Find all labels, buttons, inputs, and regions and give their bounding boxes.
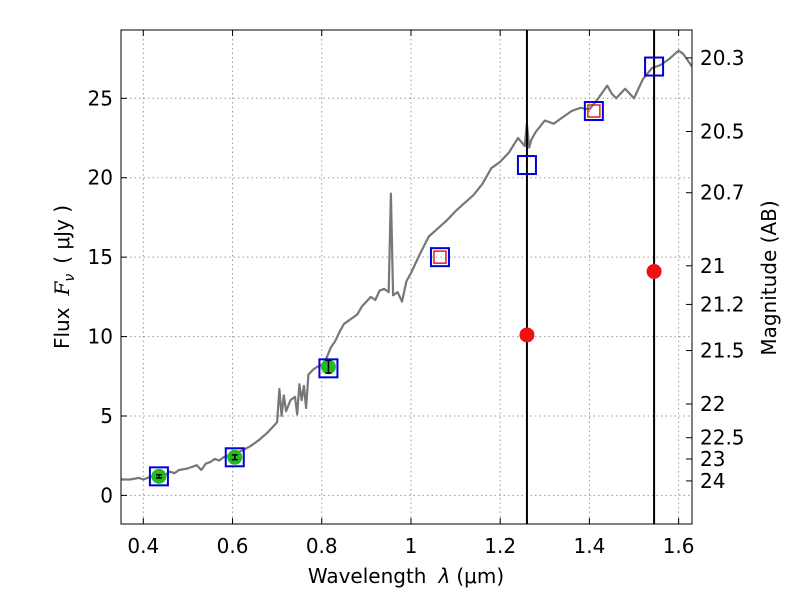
plot-frame <box>120 29 693 525</box>
model-band-flux-point <box>318 358 339 379</box>
magnitude-tick-label: 21.2 <box>700 292 745 316</box>
x-tick-label: 1.4 <box>573 534 605 558</box>
model-band-flux-point <box>148 466 169 487</box>
x-axis-label-unit: (μm) <box>456 564 504 588</box>
model-spectrum-line <box>121 49 692 481</box>
model-band-flux-point <box>224 447 245 468</box>
y-tick-label: 5 <box>100 404 113 428</box>
model-band-flux-point <box>583 101 604 122</box>
y-tick-label: 25 <box>88 86 113 110</box>
y-tick-label: 20 <box>88 166 113 190</box>
x-tick-label: 1.2 <box>484 534 516 558</box>
x-axis-label-text: Wavelength <box>308 564 427 588</box>
grid-lines <box>121 30 692 524</box>
y-axis: 0 5 10 15 20 25 <box>88 86 127 507</box>
model-band-flux-point <box>644 56 665 77</box>
red-flux-point <box>519 327 535 343</box>
magnitude-axis-label: Magnitude (AB) <box>757 200 781 355</box>
y-axis-label-text: Flux <box>50 307 74 349</box>
magnitude-tick-label: 21 <box>700 254 725 278</box>
magnitude-tick-label: 22 <box>700 392 725 416</box>
model-band-flux-point <box>516 155 537 176</box>
magnitude-tick-label: 20.7 <box>700 181 745 205</box>
plot-area <box>121 30 692 524</box>
x-axis: 0.4 0.6 0.8 1 1.2 1.4 1.6 <box>127 30 695 558</box>
magnitude-tick-label: 24 <box>700 469 725 493</box>
y-axis-label-unit: ( μJy ) <box>50 205 74 264</box>
y-tick-label: 0 <box>100 483 113 507</box>
x-tick-label: 1.6 <box>663 534 695 558</box>
y-axis-label-symbol: F <box>50 280 74 296</box>
observed-nir-point <box>587 104 601 118</box>
x-tick-label: 0.8 <box>306 534 338 558</box>
x-tick-label: 0.4 <box>127 534 159 558</box>
x-tick-label: 0.6 <box>217 534 249 558</box>
y-tick-label: 10 <box>88 325 113 349</box>
observed-nir-point <box>433 250 447 264</box>
magnitude-tick-label: 20.5 <box>700 119 745 143</box>
model-band-flux-point <box>429 247 450 268</box>
magnitude-tick-label: 21.5 <box>700 339 745 363</box>
red-flux-point <box>646 263 662 279</box>
y-axis-label: Flux Fν ( μJy ) <box>50 205 78 349</box>
y-axis-label-subscript: ν <box>62 274 78 282</box>
x-axis-label-symbol: λ <box>438 564 451 588</box>
x-axis-label: Wavelength λ (μm) <box>308 564 504 588</box>
x-tick-label: 1 <box>405 534 418 558</box>
y-tick-label: 15 <box>88 245 113 269</box>
magnitude-tick-label: 20.3 <box>700 46 745 70</box>
magnitude-tick-label: 22.5 <box>700 426 745 450</box>
magnitude-tick-label: 23 <box>700 447 725 471</box>
